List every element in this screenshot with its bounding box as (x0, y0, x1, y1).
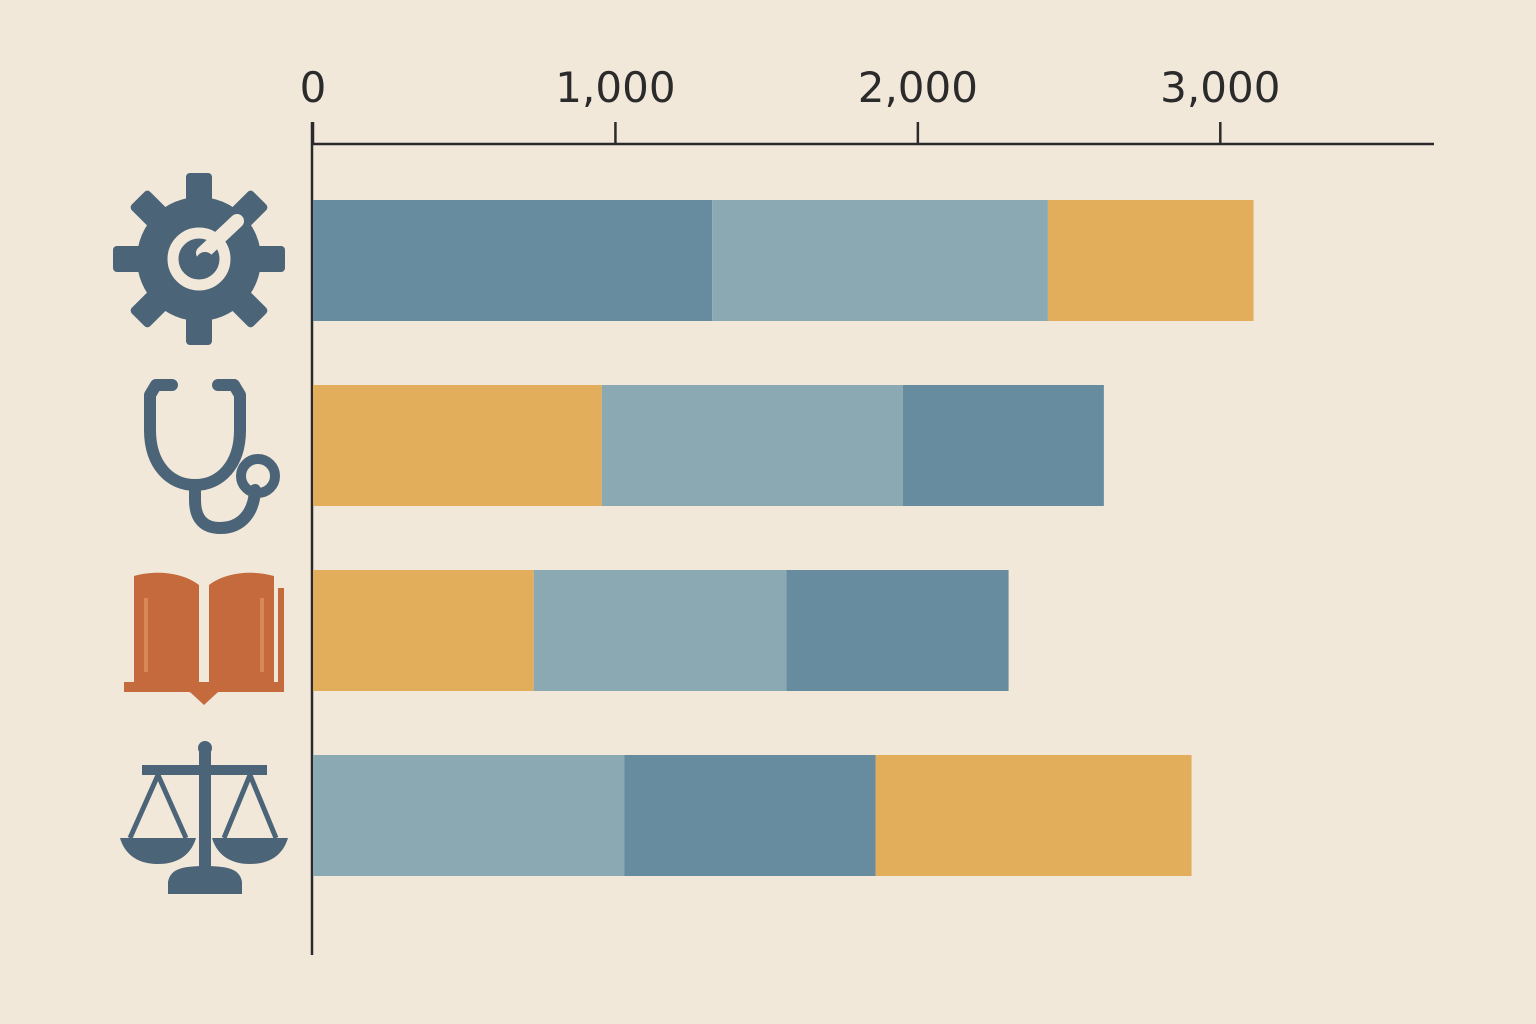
bars (313, 200, 1254, 876)
x-tick-label: 3,000 (1160, 63, 1280, 112)
bar-segment (786, 570, 1009, 691)
bar-segment (712, 200, 1048, 321)
bar-segment (313, 570, 534, 691)
bar-segment (313, 385, 602, 506)
scales-of-justice-icon (120, 741, 288, 894)
bar-segment (313, 755, 625, 876)
x-tick-label: 1,000 (555, 63, 675, 112)
bar-segment (313, 200, 713, 321)
x-tick-label: 2,000 (858, 63, 978, 112)
chart-axes (310, 122, 1434, 955)
open-book-icon (124, 572, 284, 705)
bar-segment (533, 570, 787, 691)
bar-segment (902, 385, 1104, 506)
x-ticks: 0 1,000 2,000 3,000 (300, 63, 1280, 144)
bar-segment (624, 755, 876, 876)
bar-segment (601, 385, 903, 506)
bar-segment (875, 755, 1192, 876)
stethoscope-icon (144, 379, 280, 534)
x-tick-label: 0 (300, 63, 327, 112)
gear-icon (113, 173, 285, 345)
bar-segment (1047, 200, 1254, 321)
